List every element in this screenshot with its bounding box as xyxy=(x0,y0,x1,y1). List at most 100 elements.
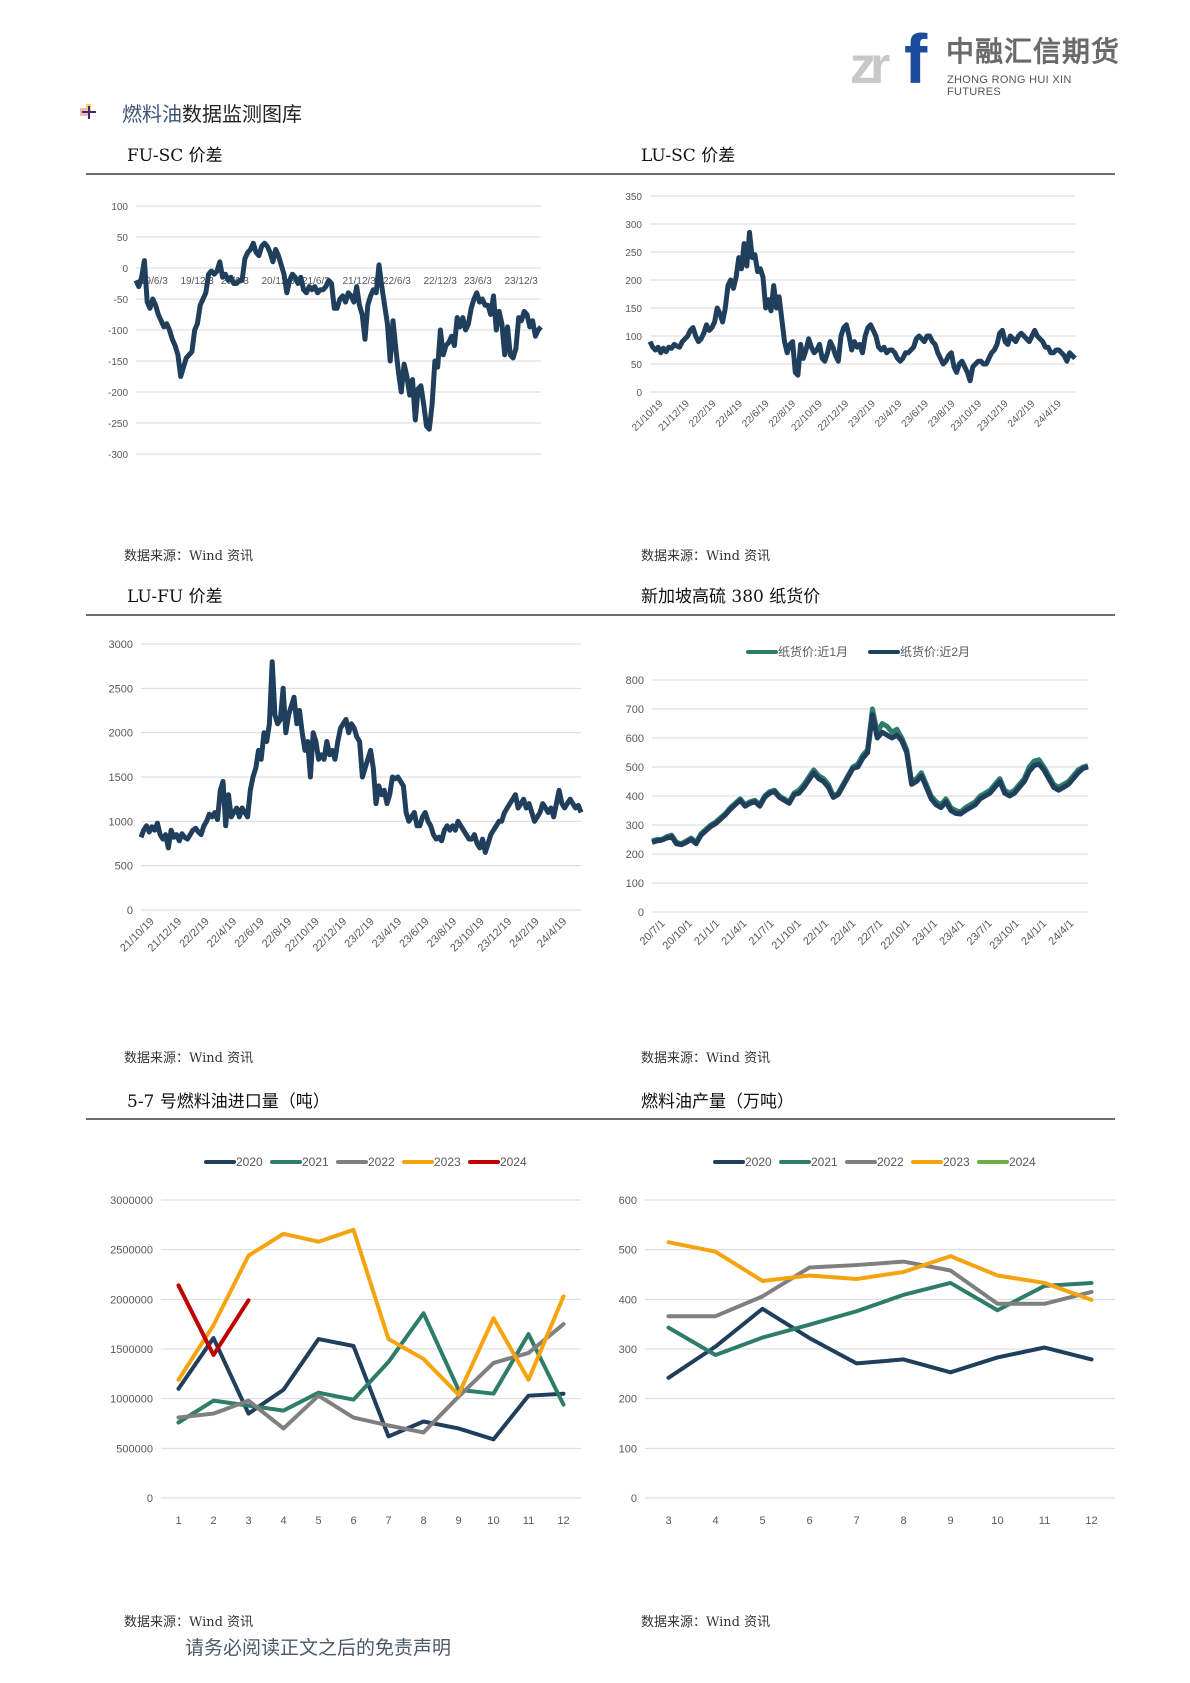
data-source-fu-sc: 数据来源：Wind 资讯 xyxy=(124,549,254,564)
y-tick-label: 100 xyxy=(626,878,644,890)
y-tick-label: 3000 xyxy=(109,639,133,651)
x-tick-label: 21/6/3 xyxy=(302,276,330,287)
chart-title-sg380: 新加坡高硫 380 纸货价 xyxy=(641,587,821,607)
x-tick-label: 5 xyxy=(759,1515,765,1527)
y-tick-label: 0 xyxy=(636,388,642,399)
legend-label: 2022 xyxy=(877,1155,904,1169)
y-tick-label: 100 xyxy=(619,1443,637,1455)
x-tick-label: 24/1/1 xyxy=(1019,918,1049,948)
series-line-2020 xyxy=(176,1336,566,1442)
y-tick-label: -300 xyxy=(108,450,128,461)
x-tick-label: 24/4/19 xyxy=(1032,398,1064,430)
chart-lu-sc: 35030025020015010050021/10/1921/12/1922/… xyxy=(625,192,1077,434)
y-tick-label: 350 xyxy=(625,192,642,203)
chart-lu-fu: 30002500200015001000500021/10/1921/12/19… xyxy=(109,639,584,954)
x-tick-label: 24/4/1 xyxy=(1046,918,1076,948)
series-line-2020 xyxy=(666,1306,1094,1380)
legend-label: 2020 xyxy=(236,1155,263,1169)
series-line-2023 xyxy=(666,1240,1094,1302)
x-tick-label: 23/4/19 xyxy=(873,398,905,430)
y-tick-label: 1000000 xyxy=(110,1394,153,1406)
y-tick-label: 600 xyxy=(626,733,644,745)
y-tick-label: 500 xyxy=(115,861,133,873)
x-tick-label: 23/6/19 xyxy=(900,398,932,430)
x-tick-label: 1 xyxy=(175,1515,181,1527)
y-tick-label: 600 xyxy=(619,1195,637,1207)
x-tick-label: 21/1/1 xyxy=(692,918,722,948)
y-tick-label: 300 xyxy=(626,820,644,832)
y-tick-label: 500000 xyxy=(116,1443,153,1455)
y-tick-label: 200 xyxy=(619,1394,637,1406)
x-tick-label: 20/12/3 xyxy=(262,276,296,287)
y-tick-label: 200 xyxy=(625,276,642,287)
series-line-FU-SC xyxy=(133,240,543,432)
logo-mark-zr: zr xyxy=(850,37,890,95)
chart-title-fu-sc: FU-SC 价差 xyxy=(127,146,223,166)
x-tick-label: 19/6/3 xyxy=(140,276,168,287)
x-tick-label: 4 xyxy=(280,1515,286,1527)
chart-production: 600 500 400 300 200 100 0 3 4 5 6 7 8 9 10 11 12 2020 2021… xyxy=(619,1155,1115,1527)
y-tick-label: 50 xyxy=(631,360,643,371)
y-tick-label: 0 xyxy=(127,905,133,917)
y-tick-label: 1000 xyxy=(109,816,133,828)
chart-title-lu-fu: LU-FU 价差 xyxy=(127,587,223,607)
series-line-2024 xyxy=(176,1283,251,1357)
legend-label: 2023 xyxy=(943,1155,970,1169)
section-bullet-icon xyxy=(80,104,100,120)
x-tick-label: 24/2/19 xyxy=(1006,398,1038,430)
x-tick-label: 22/6/3 xyxy=(383,276,411,287)
y-tick-label: 800 xyxy=(626,675,644,687)
y-tick-label: 300 xyxy=(625,220,642,231)
x-tick-label: 10 xyxy=(487,1515,499,1527)
x-tick-label: 22/4/19 xyxy=(205,916,239,950)
y-tick-label: -200 xyxy=(108,388,128,399)
x-tick-label: 22/6/19 xyxy=(740,398,772,430)
x-tick-label: 9 xyxy=(947,1515,953,1527)
chart-title-production: 燃料油产量（万吨） xyxy=(641,1092,794,1112)
y-tick-label: 2500 xyxy=(109,683,133,695)
y-tick-label: 2000 xyxy=(109,728,133,740)
logo-company-name: 中融汇信期货 xyxy=(946,35,1121,68)
series-line-2021 xyxy=(666,1280,1094,1357)
y-tick-label: 0 xyxy=(631,1493,637,1505)
chart-sg380: 800700600500400300200100020/7/120/10/121… xyxy=(626,644,1089,952)
x-tick-label: 8 xyxy=(900,1515,906,1527)
logo-company-name-en: ZHONG RONG HUI XIN FUTURES xyxy=(947,74,1072,98)
legend-label: 2022 xyxy=(368,1155,395,1169)
x-tick-label: 21/4/1 xyxy=(719,918,749,948)
x-tick-label: 9 xyxy=(455,1515,461,1527)
x-tick-label: 20/10/1 xyxy=(661,918,695,952)
y-tick-label: -250 xyxy=(108,419,128,430)
x-tick-label: 22/4/19 xyxy=(714,398,746,430)
series-line-2022 xyxy=(176,1322,566,1435)
logo-mark-f: f xyxy=(904,20,928,98)
x-tick-label: 22/10/1 xyxy=(879,918,913,952)
y-tick-label: 300 xyxy=(619,1344,637,1356)
divider-row2 xyxy=(86,614,1115,616)
y-tick-label: 500 xyxy=(619,1245,637,1257)
series-line-LU-FU xyxy=(138,659,584,855)
x-tick-label: 12 xyxy=(557,1515,569,1527)
x-tick-label: 23/4/19 xyxy=(370,916,404,950)
y-tick-label: 200 xyxy=(626,849,644,861)
y-tick-label: -100 xyxy=(108,326,128,337)
x-tick-label: 23/6/3 xyxy=(464,276,492,287)
legend-label: 2024 xyxy=(1009,1155,1036,1169)
x-tick-label: 22/6/19 xyxy=(232,916,266,950)
x-tick-label: 23/12/3 xyxy=(505,276,539,287)
x-tick-label: 22/2/19 xyxy=(687,398,719,430)
chart-title-lu-sc: LU-SC 价差 xyxy=(641,146,736,166)
data-source-production: 数据来源：Wind 资讯 xyxy=(641,1615,771,1630)
x-tick-label: 11 xyxy=(523,1515,534,1527)
x-tick-label: 6 xyxy=(350,1515,356,1527)
y-tick-label: -50 xyxy=(114,295,129,306)
data-source-sg380: 数据来源：Wind 资讯 xyxy=(641,1051,771,1066)
legend-label: 2020 xyxy=(745,1155,772,1169)
y-tick-label: 50 xyxy=(117,233,129,244)
section-title-rest: 数据监测图库 xyxy=(182,102,302,126)
y-tick-label: 150 xyxy=(625,304,642,315)
x-tick-label: 21/10/1 xyxy=(770,918,804,952)
x-tick-label: 12 xyxy=(1085,1515,1097,1527)
legend-label: 2023 xyxy=(434,1155,461,1169)
legend-label: 2021 xyxy=(302,1155,329,1169)
